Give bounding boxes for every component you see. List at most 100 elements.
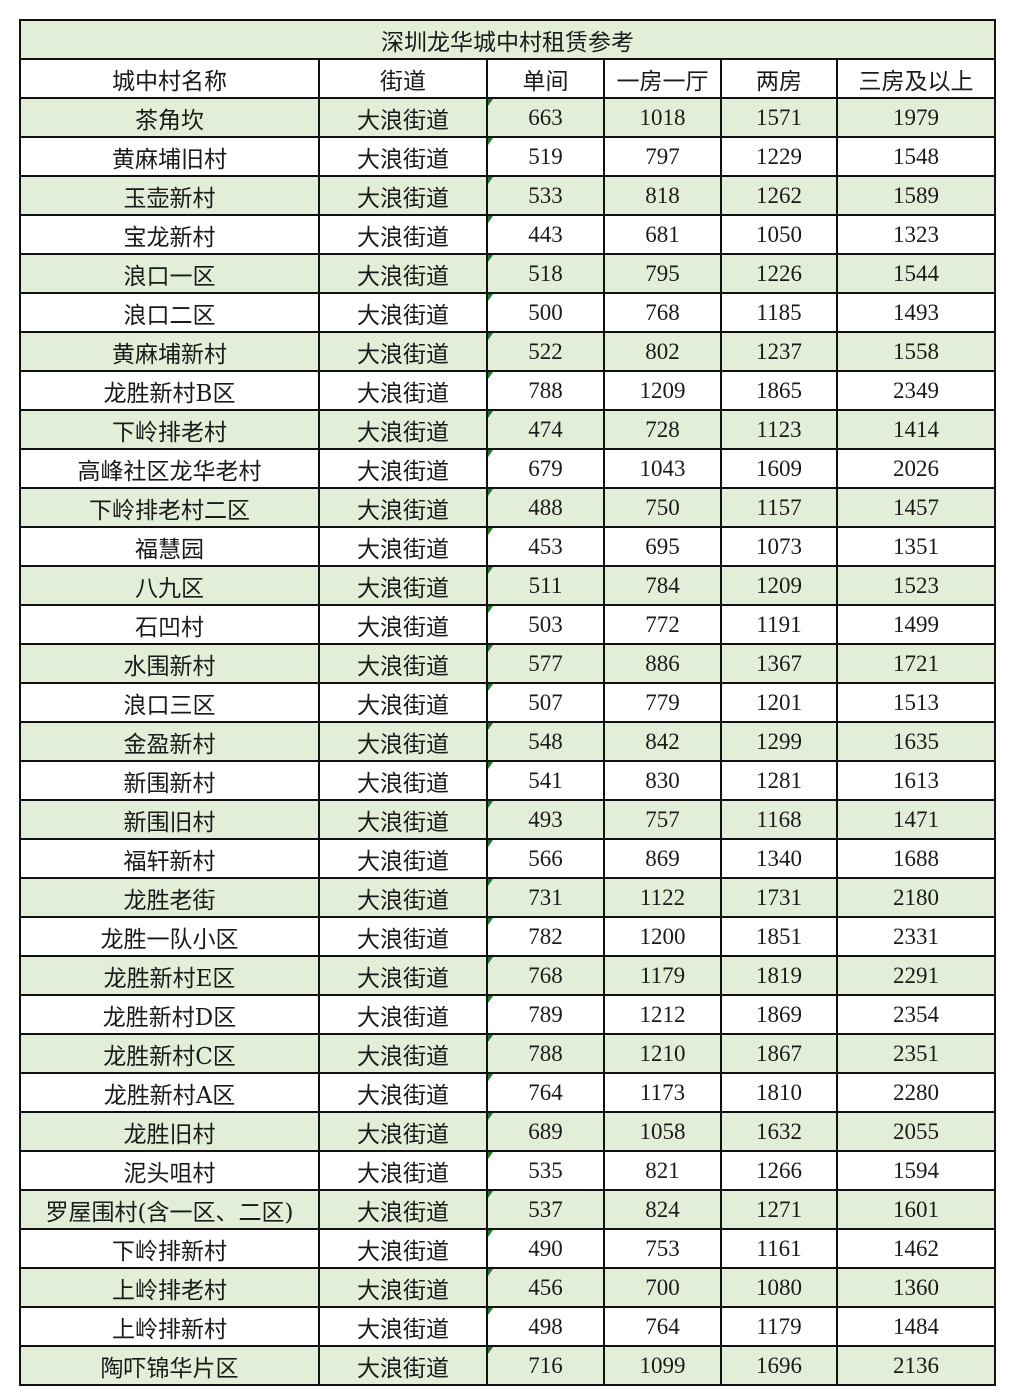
table-row: 龙胜旧村 大浪街道 689 1058 1632 2055 [19, 1111, 996, 1152]
header-row: 城中村名称 街道 单间 一房一厅 两房 三房及以上 [19, 58, 996, 99]
table-row: 龙胜新村B区 大浪街道 788 1209 1865 2349 [19, 370, 996, 411]
two-bedroom-price: 1632 [720, 1111, 838, 1152]
three-plus-bedroom-price: 2331 [836, 916, 996, 957]
three-plus-bedroom-price: 1323 [836, 214, 996, 255]
cell-text: 1696 [756, 1352, 802, 1378]
header-one-bedroom: 一房一厅 [603, 58, 722, 99]
comment-marker-icon [489, 217, 493, 223]
header-street: 街道 [318, 58, 488, 99]
two-bedroom-price: 1869 [720, 994, 838, 1035]
table-row: 茶角坎 大浪街道 663 1018 1571 1979 [19, 97, 996, 138]
cell-text: 大浪街道 [357, 1082, 449, 1109]
village-name-cell: 黄麻埔新村 [19, 331, 320, 372]
village-name-cell: 浪口三区 [19, 682, 320, 723]
cell-text: 大浪街道 [357, 1121, 449, 1148]
street-cell: 大浪街道 [318, 331, 488, 372]
cell-text: 大浪街道 [357, 809, 449, 836]
table-row: 黄麻埔新村 大浪街道 522 802 1237 1558 [19, 331, 996, 372]
cell-text: 石凹村 [135, 614, 204, 641]
one-bedroom-price: 1122 [603, 877, 722, 918]
village-name-cell: 龙胜一队小区 [19, 916, 320, 957]
street-cell: 大浪街道 [318, 370, 488, 411]
cell-text: 821 [645, 1157, 680, 1183]
cell-text: 八九区 [135, 575, 204, 602]
single-room-price: 522 [486, 331, 605, 372]
cell-text: 金盈新村 [123, 731, 216, 758]
cell-text: 453 [528, 533, 563, 559]
street-cell: 大浪街道 [318, 1072, 488, 1113]
cell-text: 龙胜新村D区 [102, 1004, 237, 1031]
cell-text: 1865 [756, 377, 802, 403]
three-plus-bedroom-price: 1979 [836, 97, 996, 138]
street-cell: 大浪街道 [318, 604, 488, 645]
cell-text: 490 [528, 1235, 563, 1261]
village-name-cell: 黄麻埔旧村 [19, 136, 320, 177]
cell-text: 2280 [893, 1079, 939, 1105]
comment-marker-icon [489, 412, 493, 418]
village-name-cell: 宝龙新村 [19, 214, 320, 255]
cell-text: 1558 [893, 338, 939, 364]
table-row: 龙胜新村A区 大浪街道 764 1173 1810 2280 [19, 1072, 996, 1113]
cell-text: 1229 [756, 143, 802, 169]
table-row: 罗屋围村(含一区、二区) 大浪街道 537 824 1271 1601 [19, 1189, 996, 1230]
cell-text: 1351 [893, 533, 939, 559]
comment-marker-icon [489, 1036, 493, 1042]
cell-text: 福轩新村 [123, 848, 216, 875]
cell-text: 大浪街道 [357, 536, 449, 563]
cell-text: 2055 [893, 1118, 939, 1144]
village-name-cell: 水围新村 [19, 643, 320, 684]
street-cell: 大浪街道 [318, 136, 488, 177]
one-bedroom-price: 818 [603, 175, 722, 216]
two-bedroom-price: 1367 [720, 643, 838, 684]
two-bedroom-price: 1073 [720, 526, 838, 567]
one-bedroom-price: 1018 [603, 97, 722, 138]
street-cell: 大浪街道 [318, 1111, 488, 1152]
village-name-cell: 金盈新村 [19, 721, 320, 762]
village-name-cell: 泥头咀村 [19, 1150, 320, 1191]
cell-text: 大浪街道 [357, 1277, 449, 1304]
cell-text: 大浪街道 [357, 614, 449, 641]
single-room-price: 519 [486, 136, 605, 177]
one-bedroom-price: 1058 [603, 1111, 722, 1152]
cell-text: 1157 [756, 494, 802, 520]
street-cell: 大浪街道 [318, 799, 488, 840]
cell-text: 1058 [639, 1118, 686, 1144]
table-row: 龙胜新村E区 大浪街道 768 1179 1819 2291 [19, 955, 996, 996]
cell-text: 768 [528, 962, 563, 988]
single-room-price: 535 [486, 1150, 605, 1191]
cell-text: 784 [645, 572, 680, 598]
two-bedroom-price: 1179 [720, 1306, 838, 1347]
three-plus-bedroom-price: 1523 [836, 565, 996, 606]
single-room-price: 511 [486, 565, 605, 606]
two-bedroom-price: 1201 [720, 682, 838, 723]
cell-text: 陶吓锦华片区 [100, 1355, 239, 1382]
street-cell: 大浪街道 [318, 175, 488, 216]
two-bedroom-price: 1080 [720, 1267, 838, 1308]
cell-text: 1185 [756, 299, 802, 325]
cell-text: 488 [528, 494, 563, 520]
cell-text: 龙胜新村E区 [103, 965, 236, 992]
cell-text: 大浪街道 [357, 731, 449, 758]
two-bedroom-price: 1168 [720, 799, 838, 840]
comment-marker-icon [489, 802, 493, 808]
cell-text: 1191 [756, 611, 802, 637]
street-cell: 大浪街道 [318, 1150, 488, 1191]
comment-marker-icon [489, 1192, 493, 1198]
single-room-price: 498 [486, 1306, 605, 1347]
cell-text: 大浪街道 [357, 419, 449, 446]
cell-text: 700 [645, 1274, 680, 1300]
table-row: 龙胜老街 大浪街道 731 1122 1731 2180 [19, 877, 996, 918]
cell-text: 1209 [756, 572, 802, 598]
single-room-price: 689 [486, 1111, 605, 1152]
single-room-price: 456 [486, 1267, 605, 1308]
village-name-cell: 高峰社区龙华老村 [19, 448, 320, 489]
comment-marker-icon [489, 1231, 493, 1237]
cell-text: 上岭排新村 [112, 1316, 227, 1343]
village-name-cell: 福慧园 [19, 526, 320, 567]
cell-text: 1499 [893, 611, 939, 637]
cell-text: 1979 [893, 104, 939, 130]
comment-marker-icon [489, 880, 493, 886]
one-bedroom-price: 779 [603, 682, 722, 723]
cell-text: 1179 [756, 1313, 802, 1339]
header-village-name: 城中村名称 [19, 58, 320, 99]
